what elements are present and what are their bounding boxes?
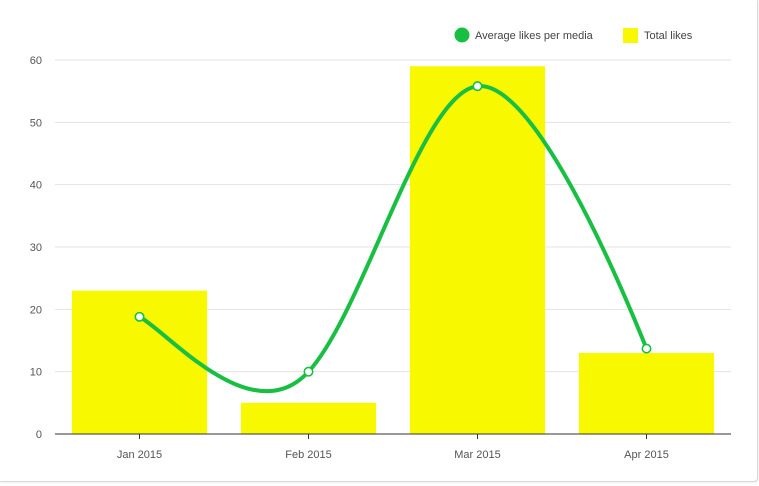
y-axis-ticks: 0 10 20 30 40 50 60 [30, 55, 42, 441]
x-tick-label-1: Jan 2015 [117, 449, 162, 461]
bar-total-likes-3[interactable] [409, 66, 546, 434]
bar-total-likes-2[interactable] [240, 402, 377, 434]
y-tick-label-60: 60 [30, 55, 42, 67]
legend-label-average-likes: Average likes per media [475, 30, 594, 42]
y-tick-label-20: 20 [30, 304, 42, 316]
legend-label-total-likes: Total likes [644, 30, 693, 42]
point-average-likes-3[interactable] [472, 81, 483, 92]
y-tick-label-10: 10 [30, 367, 42, 379]
point-average-likes-2[interactable] [303, 366, 314, 377]
y-tick-label-50: 50 [30, 117, 42, 129]
legend-marker-total-likes [623, 28, 638, 43]
bar-total-likes-4[interactable] [578, 352, 715, 434]
y-tick-label-0: 0 [36, 429, 42, 441]
point-average-likes-1[interactable] [134, 311, 145, 322]
x-tick-label-2: Feb 2015 [285, 449, 331, 461]
x-tick-label-4: Apr 2015 [624, 449, 669, 461]
legend: Average likes per media Total likes [454, 27, 693, 43]
y-tick-label-40: 40 [30, 180, 42, 192]
series-line-average-likes [137, 84, 649, 394]
line-average-likes [134, 81, 652, 394]
bars-total-likes [71, 66, 715, 434]
point-average-likes-4[interactable] [641, 343, 652, 354]
legend-item-total-likes[interactable]: Total likes [623, 28, 693, 43]
x-axis-ticks: Jan 2015 Feb 2015 Mar 2015 Apr 2015 [117, 434, 669, 461]
legend-marker-average-likes [454, 27, 470, 43]
legend-item-average-likes[interactable]: Average likes per media [454, 27, 594, 43]
x-tick-label-3: Mar 2015 [454, 449, 500, 461]
y-tick-label-30: 30 [30, 242, 42, 254]
